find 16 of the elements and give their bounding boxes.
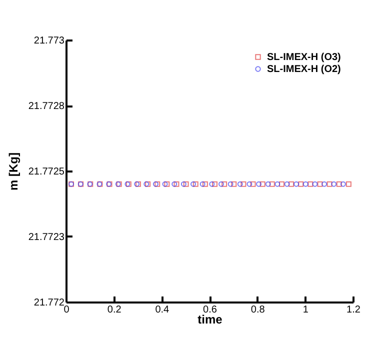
x-tick-label: 1 xyxy=(302,304,309,316)
y-tick-label: 21.773 xyxy=(34,36,65,46)
legend-label: SL-IMEX-H (O3) xyxy=(267,52,341,63)
x-tick-label: 0.2 xyxy=(107,304,122,316)
y-tick-label: 21.7725 xyxy=(28,166,65,178)
x-tick-label: 1.2 xyxy=(346,304,361,316)
y-axis-title: m [Kg] xyxy=(6,152,20,190)
legend-label: SL-IMEX-H (O2) xyxy=(267,64,341,75)
y-tick-label: 21.772 xyxy=(34,298,65,308)
y-tick-label: 21.7728 xyxy=(28,101,65,112)
x-tick-label: 0 xyxy=(64,304,70,316)
x-tick-label: 0.8 xyxy=(250,304,266,316)
x-axis-title: time xyxy=(198,312,223,326)
x-tick-label: 0.4 xyxy=(155,304,170,316)
x-tick-label: 0.6 xyxy=(203,304,218,316)
y-tick-label: 21.7723 xyxy=(28,232,65,243)
